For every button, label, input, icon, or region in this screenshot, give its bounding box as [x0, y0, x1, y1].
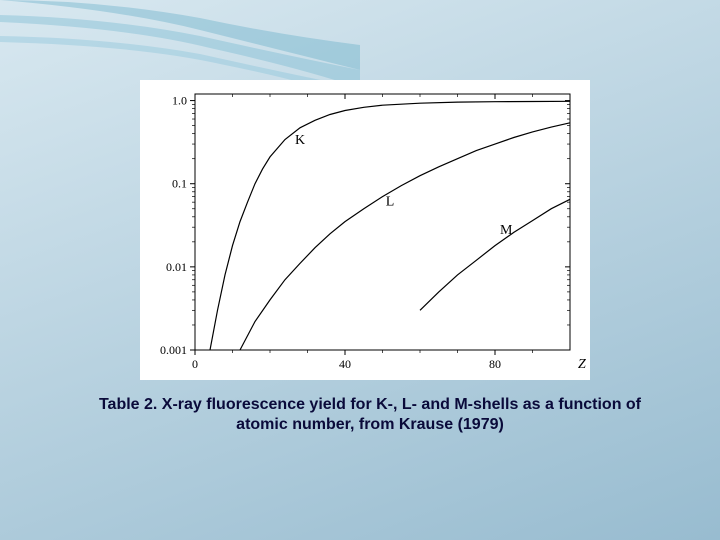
svg-text:0.01: 0.01 [166, 260, 187, 274]
svg-text:M: M [500, 223, 513, 238]
figure-caption: Table 2. X-ray fluorescence yield for K-… [90, 395, 650, 435]
svg-text:0: 0 [192, 357, 198, 371]
svg-text:1.0: 1.0 [172, 94, 187, 108]
svg-text:K: K [295, 133, 305, 148]
fluorescence-yield-chart: 0 40 80 0.001 0.01 0.1 1.0 Z K L M [140, 80, 590, 380]
svg-text:80: 80 [489, 357, 501, 371]
svg-text:0.001: 0.001 [160, 343, 187, 357]
svg-text:0.1: 0.1 [172, 177, 187, 191]
svg-text:L: L [386, 194, 395, 209]
svg-text:Z: Z [578, 357, 586, 372]
svg-text:40: 40 [339, 357, 351, 371]
